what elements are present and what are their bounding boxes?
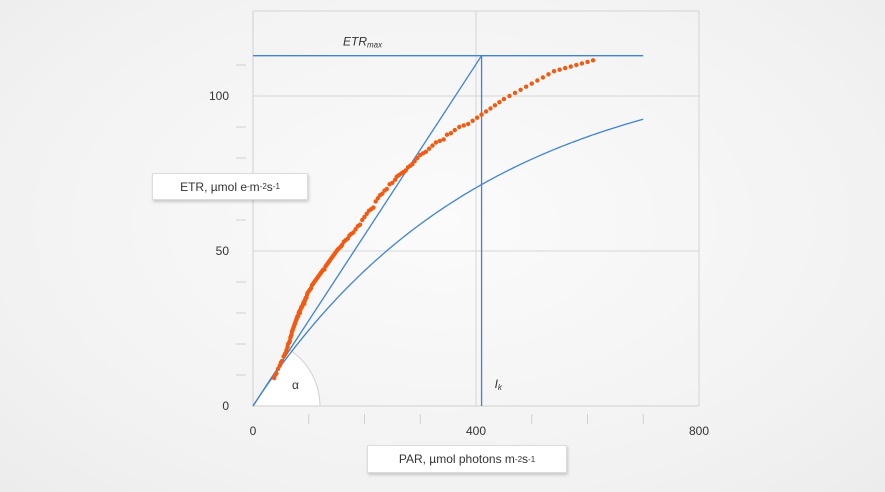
data-point-91 [371, 205, 376, 210]
data-point-109 [412, 158, 417, 164]
data-point-140 [546, 72, 551, 77]
ik-label-main: I [495, 377, 499, 391]
data-point-126 [474, 115, 480, 120]
data-point-114 [426, 146, 432, 151]
data-point-135 [518, 87, 523, 93]
data-point-86 [360, 217, 365, 223]
data-point-99 [390, 180, 395, 185]
scatter-points [271, 58, 596, 381]
data-point-95 [380, 191, 385, 196]
data-point-82 [351, 230, 356, 235]
data-point-88 [364, 211, 369, 216]
y-label-mid: m [249, 179, 260, 194]
x-tick-label-400: 400 [466, 424, 486, 438]
data-point-108 [410, 162, 415, 167]
annotations: ETRmax Ik α [292, 35, 503, 392]
data-point-144 [568, 64, 573, 69]
data-point-124 [465, 121, 471, 127]
alpha-slope-line [252, 55, 483, 407]
data-point-145 [574, 62, 579, 68]
y-label-exp2: -1 [272, 182, 280, 191]
etrmax-label-sub: max [367, 41, 383, 50]
data-point-129 [488, 106, 493, 111]
y-tick-label-100: 100 [209, 89, 229, 103]
alpha-label: α [292, 378, 299, 392]
y-axis-label: ETR, µmol e- m -2 s -1 [152, 173, 308, 200]
data-point-97 [384, 186, 389, 192]
data-point-142 [557, 67, 562, 72]
x-label-prefix: PAR, µmol photons m [398, 452, 515, 466]
x-tick-label-0: 0 [250, 424, 257, 438]
y-tick-label-50: 50 [216, 244, 230, 258]
data-point-115 [430, 143, 435, 148]
y-label-prefix: ETR, µmol e [180, 179, 247, 194]
data-point-143 [563, 65, 568, 71]
data-point-93 [375, 196, 381, 201]
y-tick-label-0: 0 [222, 399, 229, 413]
data-point-134 [512, 90, 518, 96]
data-point-127 [479, 112, 484, 117]
y-label-sup-e: - [247, 182, 250, 191]
data-point-146 [579, 61, 585, 66]
x-label-exp2: -1 [528, 454, 536, 464]
data-point-92 [373, 199, 378, 204]
data-point-2 [274, 371, 279, 376]
x-label-mid: s [522, 452, 529, 466]
data-point-132 [501, 96, 507, 102]
data-point-83 [353, 227, 358, 232]
data-point-113 [423, 149, 429, 154]
x-label-exp1: -2 [514, 454, 523, 464]
data-point-87 [362, 214, 367, 220]
x-tick-label-800: 800 [689, 424, 709, 438]
data-point-147 [585, 59, 590, 65]
data-point-130 [492, 103, 498, 108]
data-point-117 [437, 138, 442, 144]
data-point-139 [540, 75, 546, 80]
data-point-121 [452, 127, 458, 133]
data-point-131 [497, 100, 502, 105]
y-label-exp1: -2 [259, 182, 267, 191]
fit-curve [252, 118, 644, 407]
etrmax-label-main: ETR [343, 35, 367, 49]
data-point-105 [403, 168, 408, 173]
data-point-136 [523, 84, 529, 89]
ik-label-sub: k [498, 383, 503, 392]
gridlines [252, 10, 700, 407]
data-point-118 [441, 137, 446, 142]
data-point-116 [433, 140, 439, 145]
data-point-137 [529, 81, 534, 86]
data-point-120 [448, 131, 454, 136]
data-point-141 [551, 69, 557, 74]
ik-label: Ik [495, 377, 503, 392]
data-point-6 [279, 358, 285, 364]
data-point-110 [415, 155, 420, 161]
data-point-119 [444, 132, 450, 137]
data-point-125 [470, 118, 475, 124]
data-point-133 [507, 93, 512, 99]
etrmax-label: ETRmax [343, 35, 383, 50]
y-label-mid2: s [266, 179, 273, 194]
data-point-122 [457, 124, 462, 130]
data-point-148 [590, 58, 596, 63]
data-point-138 [535, 78, 540, 83]
x-axis-label: PAR, µmol photons m -2 s -1 [367, 445, 567, 473]
data-point-85 [357, 222, 363, 227]
data-point-128 [483, 109, 489, 114]
fit-lines [252, 55, 644, 407]
tick-labels: 0 50 100 0 400 800 [209, 89, 709, 438]
data-point-123 [461, 123, 466, 128]
